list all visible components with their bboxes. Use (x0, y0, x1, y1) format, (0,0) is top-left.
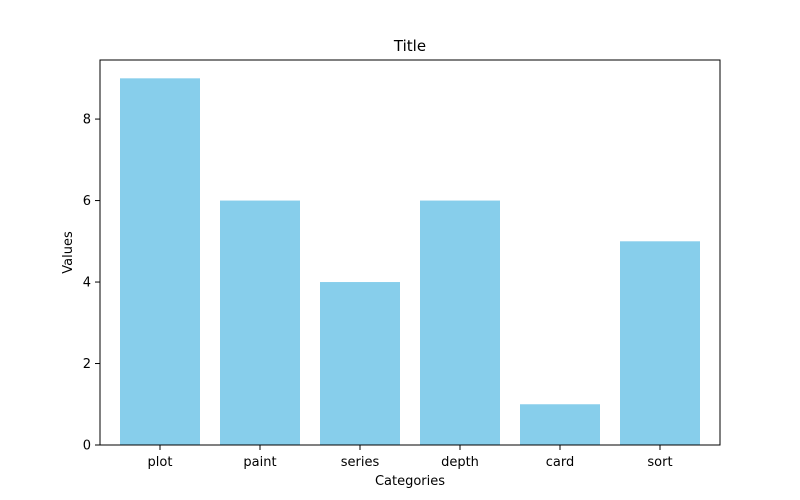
bar-series (320, 282, 400, 445)
plot-area-frame (99, 59, 721, 446)
x-tick-label: series (341, 455, 380, 470)
x-axis-ticks: plot paint series depth card sort (148, 445, 673, 470)
x-tick-label: plot (148, 455, 173, 470)
y-axis-ticks: 0 2 4 6 8 (83, 113, 100, 454)
bar-card (520, 404, 600, 445)
y-tick-label: 6 (83, 194, 91, 209)
x-tick-label: card (546, 455, 574, 470)
y-tick-label: 2 (83, 357, 91, 372)
x-tick-label: paint (243, 455, 276, 470)
bars-group (120, 78, 700, 445)
chart-title: Title (393, 37, 426, 55)
y-tick-label: 8 (83, 113, 91, 128)
y-axis-label: Values (61, 231, 76, 274)
bar-depth (420, 200, 500, 445)
x-tick-label: sort (647, 455, 672, 470)
bar-sort (620, 241, 700, 445)
y-tick-label: 0 (83, 439, 91, 454)
x-axis-label: Categories (375, 474, 445, 489)
bar-plot (120, 78, 200, 445)
bar-paint (220, 200, 300, 445)
y-tick-label: 4 (83, 276, 91, 291)
x-tick-label: depth (441, 455, 479, 470)
